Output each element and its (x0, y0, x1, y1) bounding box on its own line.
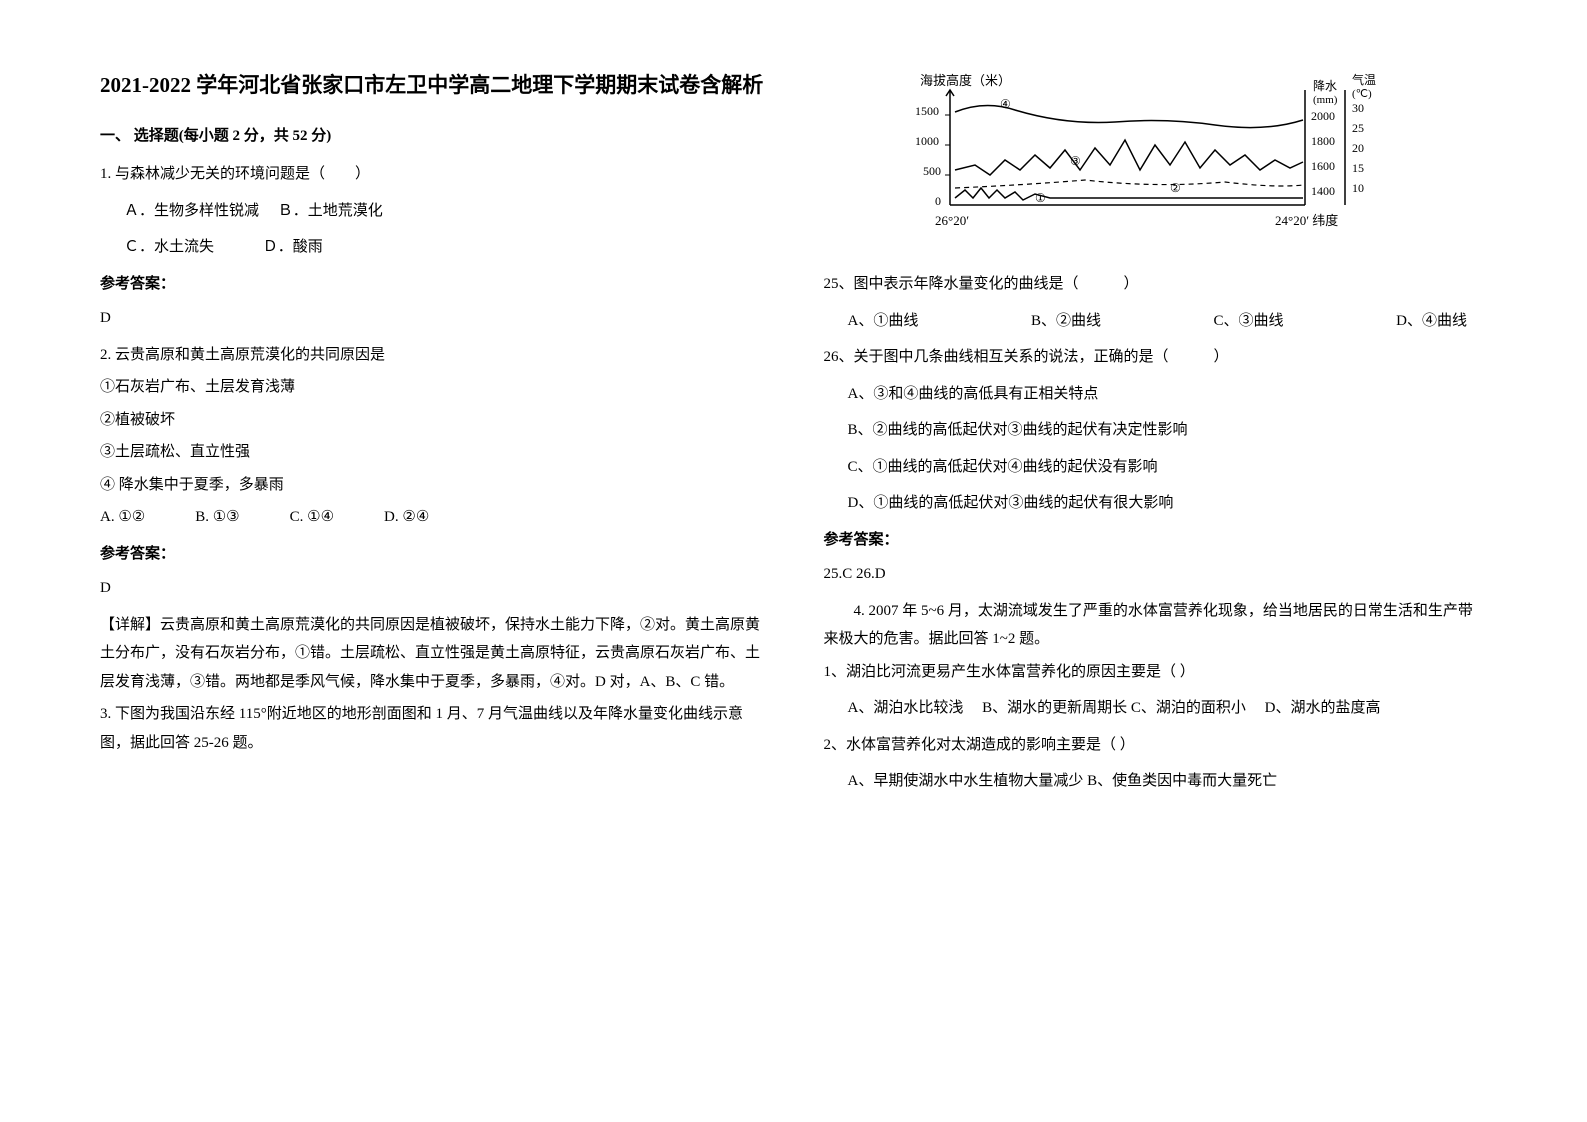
q1-optA: Ａ．生物多样性锐减 (124, 203, 259, 219)
q1-optC: Ｃ．水土流失 (124, 239, 214, 255)
yr1-t0: 2000 (1311, 109, 1335, 123)
label-2: ② (1170, 181, 1181, 195)
q2-options: A. ①② B. ①③ C. ①④ D. ②④ (100, 503, 764, 532)
curve-2 (955, 180, 1303, 188)
yl-tick-0: 1500 (915, 104, 939, 118)
q25-optB: B、②曲线 (1031, 307, 1101, 336)
q26-answer: 25.C 26.D (824, 560, 1488, 589)
yr1-t2: 1600 (1311, 159, 1335, 173)
chart-yleft-label: 海拔高度（米） (920, 73, 1011, 88)
q1-options-row1: Ａ．生物多样性锐减 Ｂ．土地荒漠化 (100, 197, 764, 226)
q2-line3: ③土层疏松、直立性强 (100, 438, 764, 467)
q4-2-options: A、早期使湖水中水生植物大量减少 B、使鱼类因中毒而大量死亡 (824, 767, 1488, 796)
q2-optD: D. ②④ (384, 503, 429, 532)
q2-stem: 2. 云贵高原和黄土高原荒漠化的共同原因是 (100, 341, 764, 370)
yr1-label: 降水 (1313, 79, 1337, 93)
yr2-label: 气温 (1352, 72, 1376, 87)
label-3: ③ (1070, 154, 1081, 168)
yr2-t1: 25 (1352, 121, 1364, 135)
q25-optD: D、④曲线 (1396, 307, 1467, 336)
q25-optA: A、①曲线 (848, 307, 919, 336)
curve-3 (955, 140, 1303, 175)
q4-1-options: A、湖泊水比较浅 B、湖水的更新周期长 C、湖泊的面积小 D、湖水的盐度高 (824, 694, 1488, 723)
yr1-t1: 1800 (1311, 134, 1335, 148)
q4-1-optD: D、湖水的盐度高 (1265, 700, 1381, 716)
q26-optC: C、①曲线的高低起伏对④曲线的起伏没有影响 (824, 453, 1488, 482)
q2-optC: C. ①④ (290, 503, 334, 532)
yr2-t0: 30 (1352, 101, 1364, 115)
q1-optD: Ｄ．酸雨 (263, 239, 323, 255)
q2-line4: ④ 降水集中于夏季，多暴雨 (100, 471, 764, 500)
q1-answer-label: 参考答案： (100, 270, 764, 299)
chart-svg: 海拔高度（米） 1500 1000 500 0 ④ ③ ② (905, 70, 1405, 230)
page-title: 2021-2022 学年河北省张家口市左卫中学高二地理下学期期末试卷含解析 (100, 70, 764, 102)
section-header: 一、 选择题(每小题 2 分，共 52 分) (100, 122, 764, 151)
q26-optD: D、①曲线的高低起伏对③曲线的起伏有很大影响 (824, 489, 1488, 518)
q26-answer-label: 参考答案： (824, 526, 1488, 555)
q2-answer: D (100, 574, 764, 603)
curve-1 (955, 188, 1303, 200)
yl-tick-2: 500 (923, 164, 941, 178)
left-column: 2021-2022 学年河北省张家口市左卫中学高二地理下学期期末试卷含解析 一、… (100, 70, 764, 1052)
yl-tick-1: 1000 (915, 134, 939, 148)
q25-optC: C、③曲线 (1214, 307, 1284, 336)
q4-1-stem: 1、湖泊比河流更易产生水体富营养化的原因主要是（ ） (824, 658, 1488, 687)
yr2-unit: (℃) (1352, 88, 1372, 100)
q1-answer: D (100, 304, 764, 333)
q2-optA: A. ①② (100, 503, 145, 532)
q1-optB: Ｂ．土地荒漠化 (278, 203, 383, 219)
q25-stem: 25、图中表示年降水量变化的曲线是（ ） (824, 270, 1488, 299)
q4-stem: 4. 2007 年 5~6 月，太湖流域发生了严重的水体富营养化现象，给当地居民… (824, 597, 1488, 654)
yr1-unit: (mm) (1313, 94, 1338, 106)
q26-optA: A、③和④曲线的高低具有正相关特点 (824, 380, 1488, 409)
q1-stem: 1. 与森林减少无关的环境问题是（ ） (100, 160, 764, 189)
label-4: ④ (1000, 97, 1011, 111)
q26-stem: 26、关于图中几条曲线相互关系的说法，正确的是（ ） (824, 343, 1488, 372)
q4-1-optC: C、湖泊的面积小 (1131, 700, 1246, 716)
label-1: ① (1035, 191, 1046, 205)
yr2-t4: 10 (1352, 181, 1364, 195)
q4-2-optA: A、早期使湖水中水生植物大量减少 (848, 773, 1084, 789)
yr2-t3: 15 (1352, 161, 1364, 175)
yr2-t2: 20 (1352, 141, 1364, 155)
q25-options: A、①曲线 B、②曲线 C、③曲线 D、④曲线 (824, 307, 1488, 336)
right-column: 海拔高度（米） 1500 1000 500 0 ④ ③ ② (824, 70, 1488, 1052)
xleft: 26°20′ (935, 213, 969, 228)
q26-optB: B、②曲线的高低起伏对③曲线的起伏有决定性影响 (824, 416, 1488, 445)
xright: 24°20′ 纬度 (1275, 213, 1338, 228)
q2-line2: ②植被破坏 (100, 406, 764, 435)
q4-1-optB: B、湖水的更新周期长 (982, 700, 1127, 716)
yl-tick-3: 0 (935, 194, 941, 208)
q1-options-row2: Ｃ．水土流失 Ｄ．酸雨 (100, 233, 764, 262)
q3-stem: 3. 下图为我国沿东经 115°附近地区的地形剖面图和 1 月、7 月气温曲线以… (100, 700, 764, 757)
q2-optB: B. ①③ (195, 503, 239, 532)
q2-line1: ①石灰岩广布、土层发育浅薄 (100, 373, 764, 402)
q2-explain: 【详解】云贵高原和黄土高原荒漠化的共同原因是植被破坏，保持水土能力下降，②对。黄… (100, 611, 764, 697)
q4-2-stem: 2、水体富营养化对太湖造成的影响主要是（ ） (824, 731, 1488, 760)
q4-2-optB: B、使鱼类因中毒而大量死亡 (1087, 773, 1277, 789)
terrain-chart: 海拔高度（米） 1500 1000 500 0 ④ ③ ② (905, 70, 1405, 250)
yr1-t3: 1400 (1311, 184, 1335, 198)
q2-answer-label: 参考答案： (100, 540, 764, 569)
q4-1-optA: A、湖泊水比较浅 (848, 700, 964, 716)
